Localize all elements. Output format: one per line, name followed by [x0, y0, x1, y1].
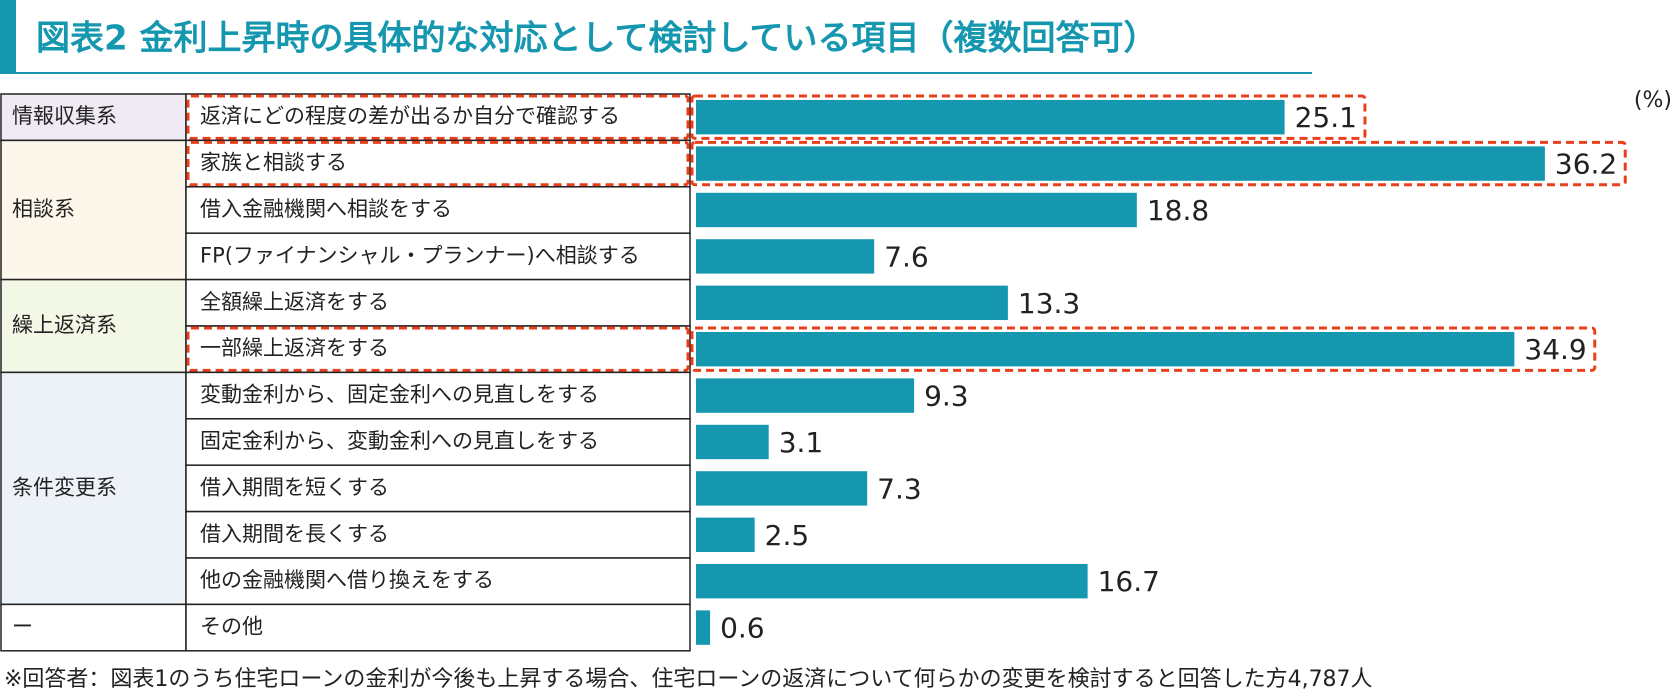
value-label: 7.6 — [884, 240, 929, 273]
category-label: 返済にどの程度の差が出るか自分で確認する — [200, 104, 620, 128]
bar — [696, 146, 1545, 181]
value-label: 16.7 — [1098, 565, 1160, 598]
highlight-box — [186, 140, 690, 187]
value-label: 2.5 — [765, 519, 810, 552]
group-label: 相談系 — [12, 197, 75, 221]
highlight-box — [690, 94, 1367, 140]
bar — [696, 378, 915, 413]
category-cell — [185, 510, 691, 559]
category-cell — [185, 557, 691, 606]
category-cell — [185, 371, 691, 420]
category-cell — [185, 603, 691, 652]
category-label: 全額繰上返済をする — [200, 290, 389, 314]
bar — [696, 424, 769, 460]
highlight-box — [186, 94, 690, 140]
bar — [696, 239, 875, 274]
bar — [696, 332, 1515, 367]
group-label: 条件変更系 — [12, 475, 117, 499]
bar — [696, 192, 1137, 228]
bar — [696, 100, 1285, 135]
value-label: 7.3 — [877, 472, 922, 505]
highlight-box — [186, 326, 690, 372]
group-cell — [0, 278, 187, 374]
category-cell — [185, 325, 691, 374]
bar — [696, 610, 711, 645]
value-label: 18.8 — [1147, 194, 1209, 227]
category-label: 一部繰上返済をする — [200, 336, 389, 360]
value-label: 34.9 — [1524, 333, 1586, 366]
category-label: その他 — [200, 615, 263, 639]
bar — [696, 564, 1088, 599]
unit-label: (%) — [1634, 88, 1672, 113]
group-label: 繰上返済系 — [12, 313, 117, 337]
group-cell — [0, 139, 187, 281]
category-cell — [185, 464, 691, 513]
value-label: 13.3 — [1018, 287, 1080, 320]
category-label: 借入期間を長くする — [200, 522, 389, 546]
value-label: 36.2 — [1555, 148, 1617, 181]
category-cell — [185, 186, 691, 234]
value-label: 9.3 — [924, 380, 969, 413]
value-label: 0.6 — [720, 612, 765, 645]
group-label: 情報収集系 — [12, 104, 117, 128]
chart-title: 図表2 金利上昇時の具体的な対応として検討している項目（複数回答可） — [36, 19, 1157, 59]
highlight-box — [690, 326, 1597, 372]
category-cell — [185, 418, 691, 466]
category-label: FP(ファイナンシャル・プランナー)へ相談する — [200, 243, 640, 267]
bar — [696, 471, 868, 506]
category-cell — [185, 93, 691, 142]
category-label: 借入期間を短くする — [200, 475, 389, 499]
category-label: 変動金利から、固定金利への見直しをする — [200, 383, 599, 407]
value-label: 3.1 — [779, 426, 824, 459]
highlight-box — [690, 140, 1627, 187]
category-label: 固定金利から、変動金利への見直しをする — [200, 429, 599, 453]
bar — [696, 285, 1008, 320]
category-label: 家族と相談する — [200, 151, 347, 175]
footnote: ※回答者：図表1のうち住宅ローンの金利が今後も上昇する場合、住宅ローンの返済につ… — [4, 667, 1373, 692]
value-label: 25.1 — [1295, 101, 1357, 134]
bar — [696, 517, 755, 552]
group-cell — [0, 371, 187, 606]
category-cell — [185, 139, 691, 188]
title-accent — [0, 0, 16, 72]
category-label: 他の金融機関へ借り換えをする — [200, 568, 494, 592]
group-label: ー — [12, 615, 33, 639]
category-label: 借入金融機関へ相談をする — [200, 197, 452, 221]
